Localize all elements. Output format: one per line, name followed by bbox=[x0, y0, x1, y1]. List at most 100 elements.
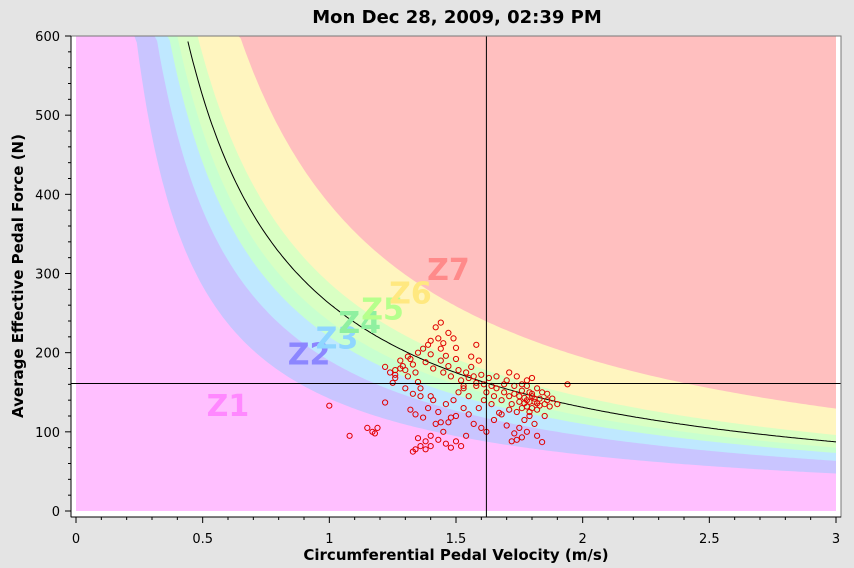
y-tick-label: 0 bbox=[52, 505, 60, 520]
data-point bbox=[422, 446, 429, 453]
data-point bbox=[447, 414, 454, 421]
data-point bbox=[407, 406, 414, 413]
zone-label-z5: Z5 bbox=[361, 292, 404, 327]
data-point bbox=[326, 402, 333, 409]
data-point bbox=[412, 411, 419, 418]
y-tick-label: 200 bbox=[35, 347, 60, 362]
data-point bbox=[452, 438, 460, 445]
data-point bbox=[463, 432, 470, 439]
data-point bbox=[404, 353, 411, 360]
data-point bbox=[526, 412, 533, 420]
zone-label-z6: Z6 bbox=[389, 277, 432, 312]
data-point bbox=[447, 373, 454, 380]
data-point bbox=[420, 414, 427, 421]
x-tick-label: 3 bbox=[832, 532, 840, 547]
data-point bbox=[470, 420, 477, 427]
data-point bbox=[478, 424, 485, 431]
data-point bbox=[498, 411, 505, 418]
data-point bbox=[412, 369, 419, 376]
data-point bbox=[498, 397, 505, 404]
data-point bbox=[468, 353, 475, 360]
y-tick-label: 400 bbox=[35, 188, 60, 203]
data-point bbox=[442, 352, 449, 359]
data-point bbox=[435, 436, 442, 443]
y-axis: 0 100 200 300 400 500 600 bbox=[35, 30, 72, 520]
data-point bbox=[475, 405, 482, 412]
data-point bbox=[414, 378, 422, 386]
data-point bbox=[414, 435, 422, 442]
data-point bbox=[531, 395, 538, 402]
data-point bbox=[468, 363, 475, 370]
data-point bbox=[460, 405, 467, 412]
zone-label-z2: Z2 bbox=[288, 338, 331, 373]
data-point bbox=[518, 387, 526, 394]
data-point bbox=[460, 385, 467, 392]
x-axis: 0 0.5 1 1.5 2 2.5 3 bbox=[71, 516, 841, 547]
data-point bbox=[518, 405, 526, 412]
zone-label-z3: Z3 bbox=[316, 322, 359, 357]
data-point bbox=[417, 393, 424, 400]
data-point bbox=[506, 369, 513, 376]
data-point bbox=[554, 401, 561, 408]
data-point bbox=[440, 340, 447, 347]
data-point bbox=[541, 412, 548, 420]
data-point bbox=[430, 397, 437, 404]
data-point bbox=[534, 385, 541, 392]
data-point bbox=[521, 416, 528, 424]
data-point bbox=[508, 401, 515, 408]
data-point bbox=[437, 357, 444, 364]
data-point bbox=[455, 367, 462, 374]
x-tick-label: 0 bbox=[72, 532, 80, 547]
chart-title: Mon Dec 28, 2009, 02:39 PM bbox=[312, 7, 601, 28]
data-point bbox=[397, 357, 404, 364]
data-point bbox=[513, 436, 520, 443]
data-point bbox=[501, 389, 508, 396]
data-point bbox=[534, 432, 541, 439]
data-point bbox=[417, 443, 424, 450]
data-point bbox=[374, 424, 381, 431]
data-point bbox=[427, 443, 434, 450]
data-point bbox=[511, 390, 518, 397]
zone-bands bbox=[76, 36, 836, 511]
data-point bbox=[490, 416, 498, 424]
data-points bbox=[326, 319, 571, 455]
data-point bbox=[414, 349, 422, 356]
data-point bbox=[455, 389, 462, 396]
data-point bbox=[534, 400, 541, 407]
data-point bbox=[473, 379, 480, 386]
data-point bbox=[437, 419, 444, 426]
data-point bbox=[437, 345, 444, 352]
data-point bbox=[506, 393, 513, 400]
data-point bbox=[544, 390, 551, 397]
data-point bbox=[546, 403, 553, 410]
zone-label-z1: Z1 bbox=[207, 389, 250, 424]
zone-label-z7: Z7 bbox=[427, 253, 470, 288]
y-tick-label: 300 bbox=[35, 268, 60, 283]
data-point bbox=[463, 369, 470, 376]
y-axis-title: Average Effective Pedal Force (N) bbox=[9, 134, 27, 418]
data-point bbox=[409, 361, 416, 368]
data-point bbox=[488, 401, 495, 408]
data-point bbox=[447, 444, 454, 451]
data-point bbox=[427, 351, 434, 358]
data-point bbox=[392, 374, 399, 382]
x-axis-title: Circumferential Pedal Velocity (m/s) bbox=[303, 546, 608, 564]
data-point bbox=[402, 385, 409, 392]
data-point bbox=[440, 428, 447, 435]
data-point bbox=[427, 337, 434, 344]
data-point bbox=[409, 390, 416, 397]
data-point bbox=[473, 341, 480, 348]
data-point bbox=[493, 385, 500, 392]
data-point bbox=[526, 389, 533, 396]
data-point bbox=[513, 373, 520, 380]
data-point bbox=[450, 397, 457, 404]
data-point bbox=[404, 373, 411, 380]
x-tick-label: 1 bbox=[325, 532, 333, 547]
data-point bbox=[445, 419, 452, 426]
data-point bbox=[528, 374, 536, 382]
x-tick-label: 2 bbox=[579, 532, 587, 547]
data-point bbox=[409, 448, 416, 455]
data-point bbox=[478, 371, 485, 378]
